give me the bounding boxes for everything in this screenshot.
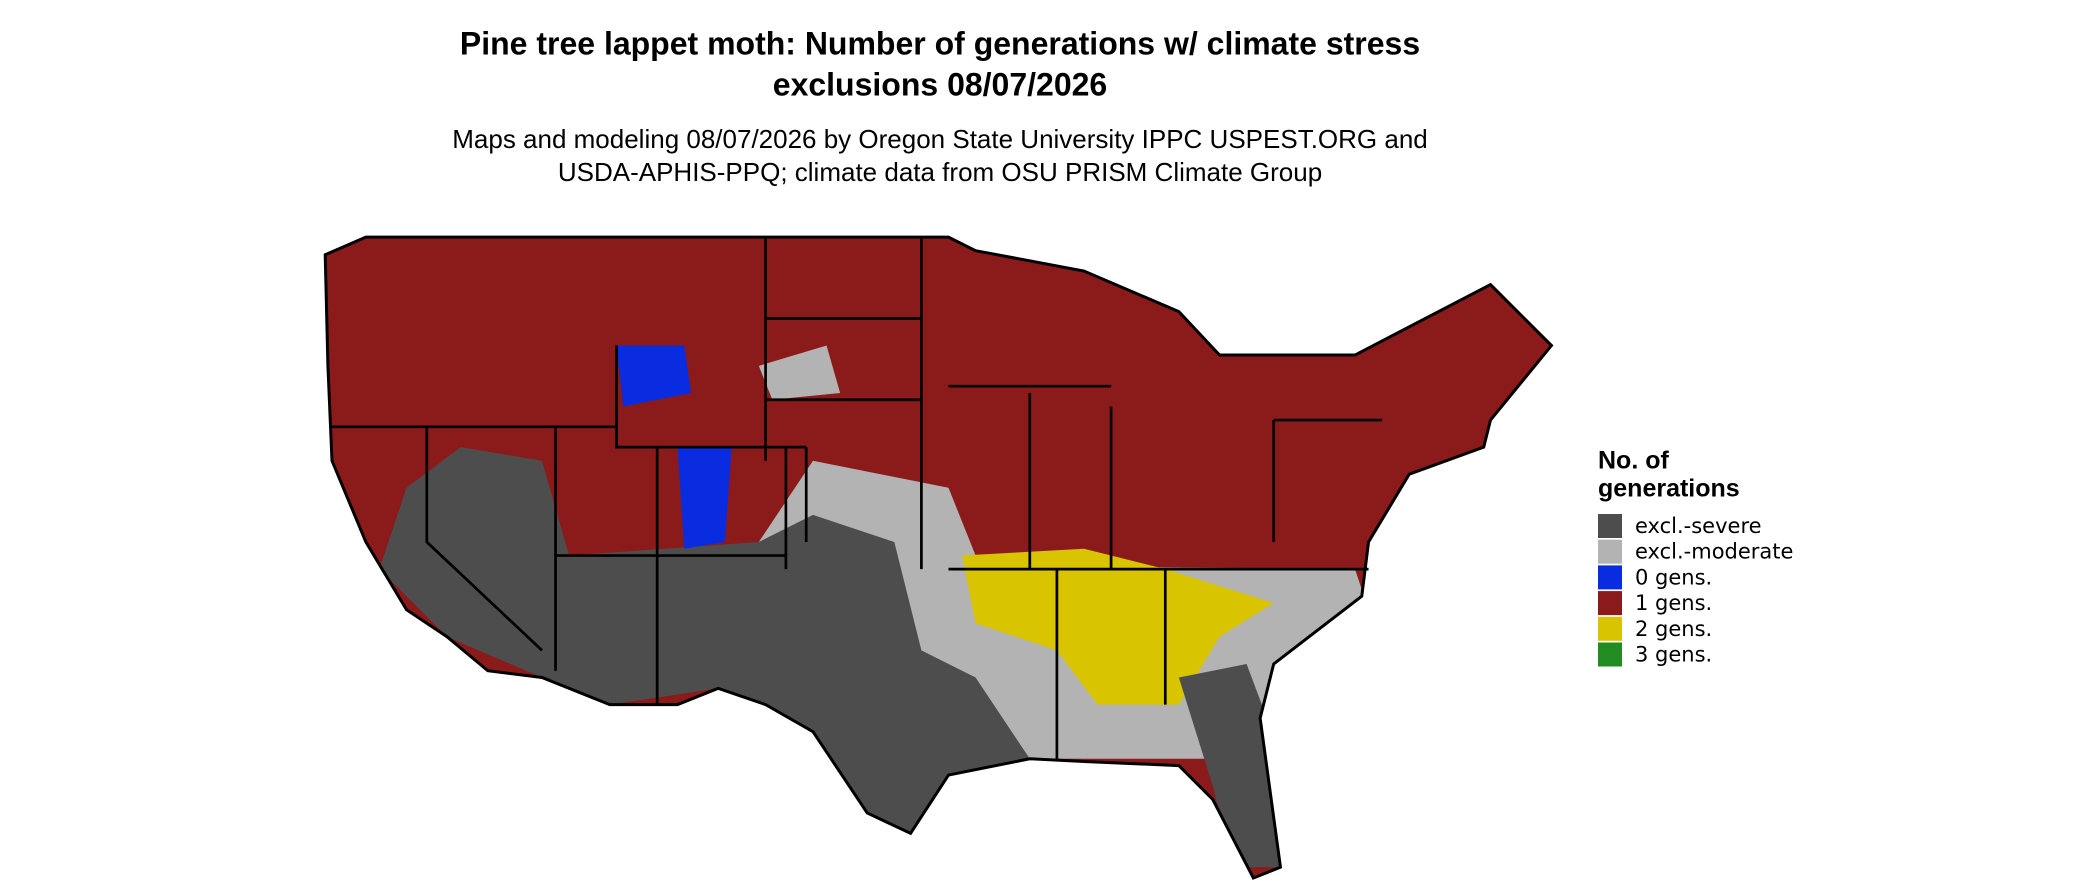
subtitle-line: USDA-APHIS-PPQ; climate data from OSU PR…	[558, 157, 1322, 187]
legend-label: excl.-moderate	[1635, 540, 1793, 564]
legend-label: 3 gens.	[1635, 643, 1712, 667]
legend-swatch	[1598, 642, 1622, 667]
legend-swatch	[1598, 565, 1622, 590]
legend-swatch	[1598, 539, 1622, 564]
legend-title: No. of	[1598, 447, 1669, 475]
legend-label: 0 gens.	[1635, 565, 1712, 589]
legend-label: 2 gens.	[1635, 617, 1712, 641]
us-map	[323, 235, 1554, 880]
legend-swatch	[1598, 514, 1622, 538]
legend-swatch	[1598, 591, 1622, 616]
title-line: Pine tree lappet moth: Number of generat…	[460, 25, 1420, 61]
legend-swatch	[1598, 616, 1622, 641]
legend-label: 1 gens.	[1635, 591, 1712, 615]
title-line: exclusions 08/07/2026	[773, 66, 1107, 102]
legend-label: excl.-severe	[1635, 514, 1762, 538]
legend-title: generations	[1598, 475, 1740, 503]
subtitle-line: Maps and modeling 08/07/2026 by Oregon S…	[452, 124, 1428, 154]
